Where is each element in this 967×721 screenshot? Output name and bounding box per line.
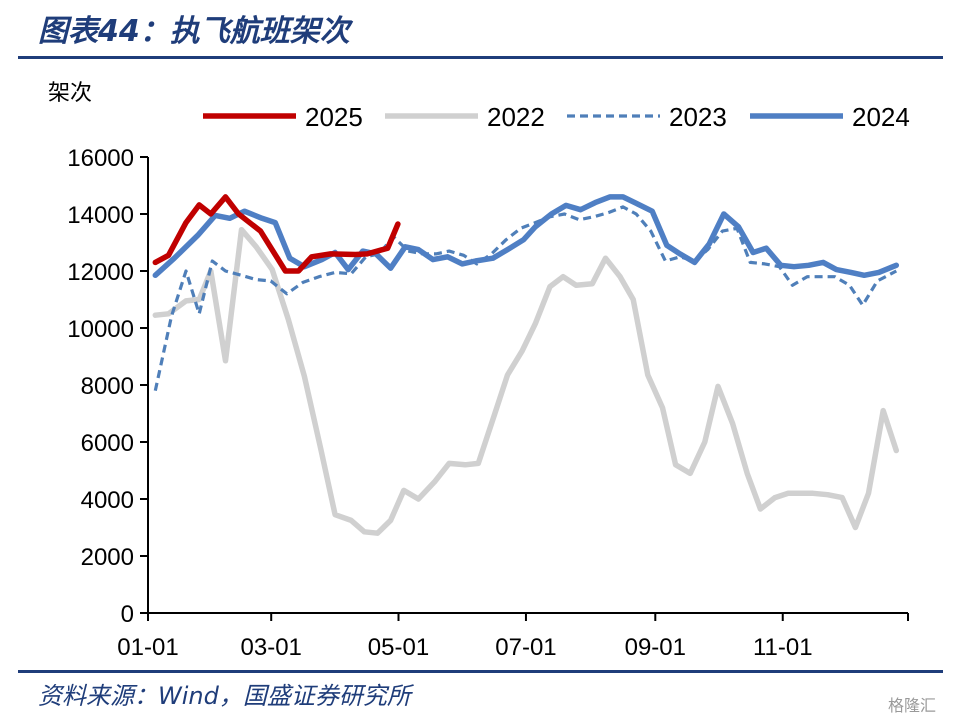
series-line-2022 xyxy=(152,226,900,536)
top-divider xyxy=(18,56,943,59)
source-note: 资料来源：Wind，国盛证券研究所 xyxy=(38,682,411,710)
x-tick-label: 01-01 xyxy=(117,634,178,661)
figure-title: 图表44：执飞航班架次 xyxy=(38,14,350,49)
chart-legend: 2025 2022 2023 2024 xyxy=(203,102,910,132)
y-tick-label: 6000 xyxy=(81,430,134,457)
y-tick-label: 16000 xyxy=(67,145,134,172)
bottom-divider xyxy=(18,670,943,673)
y-tick-label: 2000 xyxy=(81,544,134,571)
y-tick-label: 8000 xyxy=(81,373,134,400)
y-tick-label: 4000 xyxy=(81,487,134,514)
legend-label-2023: 2023 xyxy=(669,102,727,132)
y-axis: 0 2000 4000 6000 8000 10000 12000 14000 16000 xyxy=(67,145,149,628)
y-tick-label: 10000 xyxy=(67,316,134,343)
y-axis-unit-label: 架次 xyxy=(48,81,92,106)
series-line-2024 xyxy=(152,194,900,279)
y-tick-label: 12000 xyxy=(67,259,134,286)
watermark-logo: 格隆汇 xyxy=(888,696,937,715)
x-axis: 01-01 03-01 05-01 07-01 09-01 11-01 xyxy=(117,612,909,661)
series-line-2023 xyxy=(153,205,898,392)
legend-label-2022: 2022 xyxy=(487,102,545,132)
series-group xyxy=(152,194,900,536)
y-tick-label: 14000 xyxy=(67,202,134,229)
series-line-2025 xyxy=(152,194,401,274)
legend-label-2024: 2024 xyxy=(852,102,910,132)
x-tick-label: 09-01 xyxy=(625,634,686,661)
x-tick-label: 05-01 xyxy=(368,634,429,661)
x-tick-label: 03-01 xyxy=(241,634,302,661)
x-tick-label: 11-01 xyxy=(753,634,813,661)
legend-label-2025: 2025 xyxy=(305,102,363,132)
y-tick-label: 0 xyxy=(121,601,134,628)
x-tick-label: 07-01 xyxy=(495,634,556,661)
